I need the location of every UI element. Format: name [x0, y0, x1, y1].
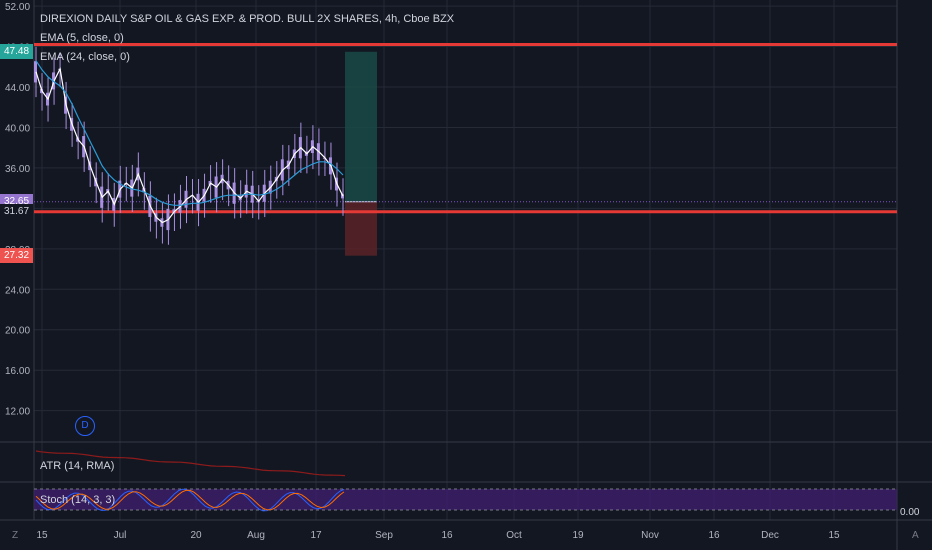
y-tick-label: 44.00	[5, 83, 30, 94]
x-tick-label: 15	[828, 530, 840, 541]
y-tick-label: 52.00	[5, 2, 30, 13]
x-tick-label: Oct	[506, 530, 522, 541]
y-tick-label: 20.00	[5, 326, 30, 337]
y-tick-label: 12.00	[5, 407, 30, 418]
ema-fast-legend[interactable]: EMA (5, close, 0)	[40, 32, 124, 44]
indicator-panes	[34, 450, 897, 512]
dividend-marker[interactable]: D	[75, 416, 95, 436]
x-tick-label: Jul	[114, 530, 127, 541]
timezone-toggle[interactable]: Z	[12, 530, 19, 541]
x-tick-label: Dec	[761, 530, 779, 541]
stoch-band	[34, 489, 897, 510]
atr-legend[interactable]: ATR (14, RMA)	[40, 460, 115, 472]
x-tick-label: 20	[190, 530, 202, 541]
y-tick-label: 16.00	[5, 366, 30, 377]
x-tick-label: Sep	[375, 530, 393, 541]
stoch-legend[interactable]: Stoch (14, 3, 3)	[40, 494, 116, 506]
x-tick-label: 16	[441, 530, 453, 541]
price-badge-target: 47.48	[0, 44, 33, 60]
candle-body	[256, 201, 260, 203]
ema-slow-legend[interactable]: EMA (24, close, 0)	[40, 51, 130, 63]
candle-body	[34, 61, 37, 83]
x-tick-label: 16	[708, 530, 720, 541]
ema-lines	[35, 60, 344, 224]
price-badge-stop: 27.32	[0, 248, 33, 264]
y-tick-label: 24.00	[5, 285, 30, 296]
ema-fast-line	[35, 66, 344, 224]
y-tick-label: 40.00	[5, 123, 30, 134]
stop-zone	[345, 201, 377, 256]
level-lines	[34, 43, 897, 214]
chart-title: DIREXION DAILY S&P OIL & GAS EXP. & PROD…	[40, 13, 455, 25]
candle-body	[322, 157, 326, 159]
price-badge-level: 31.67	[0, 204, 33, 220]
stoch-k-line	[35, 488, 345, 512]
x-tick-label: Aug	[247, 530, 265, 541]
x-tick-label: 19	[572, 530, 584, 541]
y-tick-label: 36.00	[5, 164, 30, 175]
stoch-value: 0.00	[900, 507, 920, 518]
stoch-d-line	[35, 489, 345, 511]
x-tick-label: 15	[36, 530, 48, 541]
x-tick-label: 17	[310, 530, 322, 541]
atr-line	[35, 450, 346, 477]
ema-slow-line	[35, 60, 344, 206]
target-zone	[345, 51, 377, 202]
position-zones	[34, 51, 897, 256]
auto-scale-toggle[interactable]: A	[912, 530, 919, 541]
x-tick-label: Nov	[641, 530, 659, 541]
